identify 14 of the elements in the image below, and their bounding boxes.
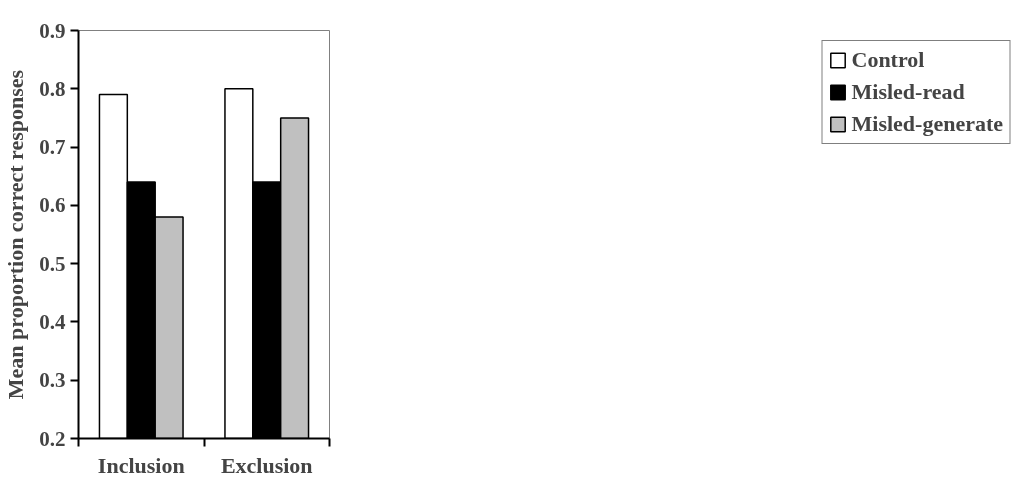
y-tick-label: 0.9 (39, 18, 66, 43)
y-axis-title: Mean proportion correct responses (3, 69, 29, 400)
y-tick-label: 0.6 (39, 193, 66, 218)
y-tick-label: 0.5 (39, 251, 66, 276)
y-tick-label: 0.3 (39, 368, 66, 393)
x-tick-label: Exclusion (220, 452, 313, 478)
legend-label: Misled-generate (851, 111, 1003, 137)
legend-label: Misled-read (851, 79, 965, 105)
y-tick-label: 0.4 (39, 309, 66, 334)
x-tick-label: Inclusion (97, 452, 185, 478)
y-tick-label: 0.7 (39, 135, 66, 160)
y-tick-label: 0.8 (39, 76, 66, 101)
legend-label: Control (851, 47, 925, 73)
y-tick-label: 0.2 (39, 426, 66, 451)
